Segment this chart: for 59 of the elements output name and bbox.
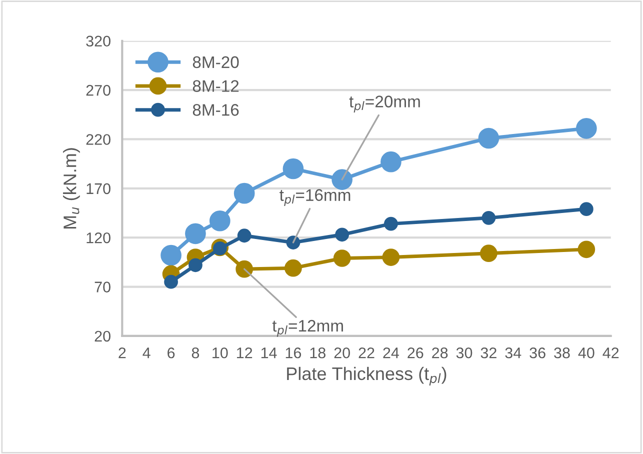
point bbox=[576, 118, 597, 139]
point bbox=[480, 244, 498, 262]
x-tick-label: 24 bbox=[383, 347, 399, 358]
point bbox=[164, 274, 178, 289]
y-tick-label: 170 bbox=[86, 183, 110, 194]
x-tick-label: 16 bbox=[286, 347, 302, 358]
point bbox=[188, 258, 202, 272]
y-tick-label: 70 bbox=[94, 282, 110, 292]
x-tick-label: 30 bbox=[456, 347, 472, 358]
point bbox=[332, 169, 352, 190]
point bbox=[237, 228, 252, 243]
x-tick-label: 36 bbox=[530, 347, 546, 358]
y-tick-label: 120 bbox=[86, 232, 110, 244]
point bbox=[209, 210, 230, 232]
x-axis-title: Plate Thickness (t$_{pl}$) bbox=[287, 366, 446, 386]
point bbox=[234, 182, 255, 204]
x-tick-label: 38 bbox=[554, 347, 570, 358]
point bbox=[478, 128, 500, 149]
x-tick-label: 22 bbox=[358, 347, 374, 358]
y-tick-label: 270 bbox=[86, 84, 110, 96]
x-tick-label: 2 bbox=[118, 347, 126, 358]
point bbox=[384, 216, 398, 231]
x-tick-label: 26 bbox=[408, 347, 424, 358]
x-tick-label: 40 bbox=[578, 347, 594, 358]
x-tick-label: 20 bbox=[334, 347, 350, 358]
x-tick-label: 34 bbox=[505, 347, 522, 358]
y-tick-label: 320 bbox=[86, 36, 110, 47]
x-tick-label: 10 bbox=[212, 347, 228, 358]
point bbox=[236, 260, 254, 278]
y-tick-label: 220 bbox=[86, 134, 110, 145]
point bbox=[282, 158, 304, 180]
point bbox=[185, 223, 206, 244]
x-tick-label: 32 bbox=[480, 347, 496, 358]
x-tick-label: 42 bbox=[602, 347, 619, 358]
point bbox=[579, 202, 594, 216]
legend-label: 8M-12 bbox=[192, 80, 239, 92]
y-tick-label: 20 bbox=[94, 330, 110, 342]
x-tick-label: 6 bbox=[168, 347, 175, 358]
annotation: t$_{pl}$=20mm bbox=[349, 96, 420, 112]
annotation: t$_{pl}$=16mm bbox=[280, 189, 350, 206]
x-tick-label: 12 bbox=[237, 347, 252, 358]
x-tick-label: 18 bbox=[310, 347, 326, 358]
x-tick-label: 14 bbox=[261, 348, 277, 358]
x-tick-label: 8 bbox=[192, 347, 200, 358]
x-tick-label: 4 bbox=[142, 348, 150, 358]
point bbox=[333, 250, 351, 267]
point bbox=[160, 244, 182, 266]
point bbox=[286, 236, 300, 250]
legend-label: 8M-20 bbox=[192, 56, 239, 68]
point bbox=[578, 240, 596, 258]
y-axis-title: M$_{u}$ (kN.m) bbox=[63, 148, 80, 228]
point bbox=[335, 228, 350, 242]
point bbox=[380, 151, 402, 172]
point bbox=[284, 259, 302, 277]
point bbox=[482, 210, 496, 225]
legend-label: 8M-16 bbox=[192, 104, 239, 116]
x-tick-label: 28 bbox=[432, 347, 448, 358]
point bbox=[382, 248, 400, 266]
annotation: t$_{pl}$=12mm bbox=[272, 320, 343, 337]
